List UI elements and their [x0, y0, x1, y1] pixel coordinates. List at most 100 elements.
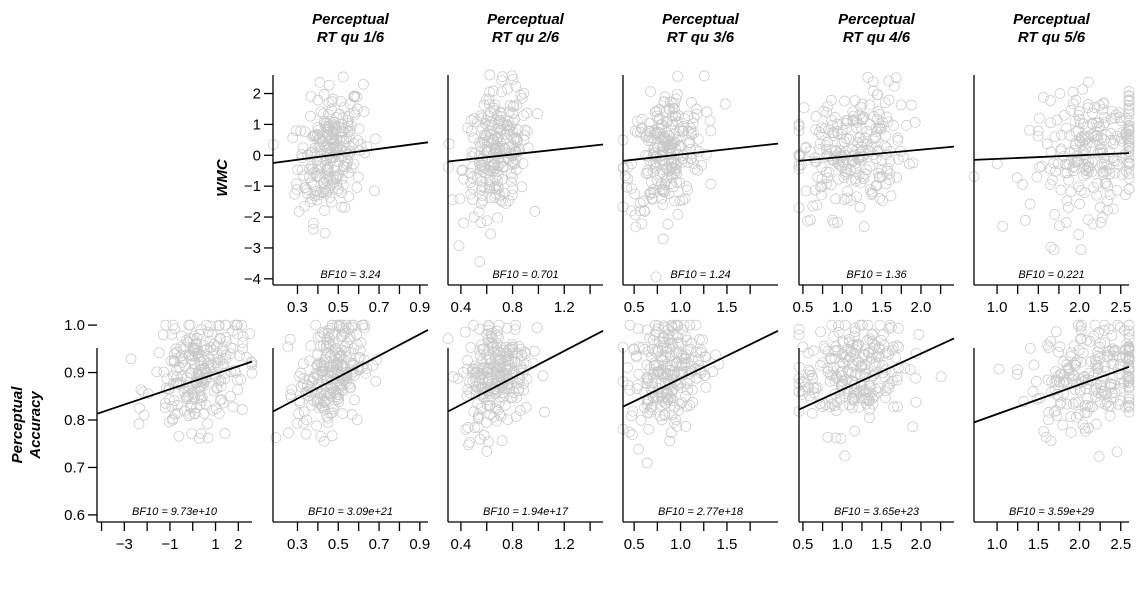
scatter-point — [212, 353, 224, 365]
scatter-point — [636, 113, 648, 125]
scatter-point — [306, 399, 317, 411]
scatter-point — [506, 131, 517, 142]
y-tick-label: 0.6 — [64, 507, 85, 524]
scatter-point — [827, 119, 838, 131]
scatter-point — [465, 177, 476, 188]
scatter-point — [869, 368, 881, 380]
scatter-point — [1072, 319, 1084, 331]
scatter-point — [859, 132, 871, 144]
scatter-point — [321, 122, 333, 134]
scatter-point — [516, 92, 528, 104]
scatter-point — [225, 342, 237, 354]
scatter-point — [328, 366, 340, 378]
scatter-point — [322, 412, 334, 424]
scatter-point — [516, 181, 528, 193]
scatter-point — [291, 183, 303, 195]
scatter-point — [331, 389, 343, 400]
scatter-point — [864, 119, 876, 130]
y-tick-label: 1.0 — [64, 317, 85, 334]
regression-line — [973, 152, 1130, 161]
x-tick-label: −1 — [161, 536, 178, 553]
scatter-point — [872, 89, 884, 100]
scatter-point — [809, 155, 821, 167]
scatter-point — [668, 369, 680, 380]
scatter-point — [344, 331, 356, 343]
scatter-point — [1084, 336, 1096, 347]
scatter-point — [345, 162, 357, 174]
scatter-point — [892, 153, 904, 165]
scatter-point — [1123, 402, 1135, 413]
scatter-point — [1071, 412, 1082, 423]
scatter-point — [321, 142, 333, 153]
scatter-point — [832, 128, 844, 140]
scatter-point — [843, 367, 854, 378]
scatter-point — [1092, 177, 1103, 189]
point-cloud — [617, 319, 725, 469]
scatter-point — [639, 206, 651, 217]
scatter-point — [656, 395, 668, 407]
scatter-point — [680, 421, 692, 432]
scatter-panel: 0.5 1.0 1.5 BF10 = 1.24 — [617, 70, 779, 316]
scatter-point — [1102, 180, 1114, 192]
scatter-point — [1069, 115, 1081, 127]
scatter-point — [825, 369, 836, 381]
scatter-point — [319, 396, 331, 408]
regression-line — [447, 330, 604, 413]
row-label-text: PerceptualAccuracy — [9, 386, 44, 464]
scatter-point — [839, 319, 851, 331]
scatter-point — [1096, 371, 1108, 383]
scatter-point — [331, 319, 343, 331]
scatter-point — [1082, 76, 1094, 88]
scatter-point — [215, 333, 226, 345]
scatter-point — [539, 406, 550, 418]
scatter-point — [662, 135, 673, 147]
scatter-point — [337, 71, 349, 83]
scatter-point — [1097, 103, 1109, 115]
scatter-point — [159, 397, 171, 409]
scatter-point — [180, 342, 192, 353]
scatter-point — [619, 170, 631, 182]
scatter-point — [1117, 169, 1128, 181]
scatter-point — [839, 165, 851, 177]
scatter-point — [315, 340, 326, 352]
scatter-point — [1109, 167, 1121, 179]
scatter-point — [883, 348, 895, 360]
scatter-point — [1105, 128, 1117, 139]
scatter-point — [858, 221, 870, 232]
scatter-point — [705, 178, 717, 190]
scatter-point — [1120, 189, 1131, 201]
bf10-label: BF10 = 1.36 — [846, 269, 907, 281]
scatter-point — [236, 404, 248, 415]
scatter-point — [809, 184, 821, 196]
scatter-point — [330, 387, 342, 398]
scatter-point — [870, 131, 881, 142]
scatter-point — [642, 165, 653, 176]
scatter-point — [646, 192, 658, 204]
scatter-point — [1080, 133, 1092, 144]
scatter-point — [1073, 372, 1085, 384]
scatter-point — [1074, 198, 1086, 210]
scatter-point — [670, 93, 682, 105]
scatter-point — [326, 104, 337, 116]
scatter-point — [1075, 185, 1087, 196]
scatter-panel: 0.5 1.0 1.5 BF10 = 2.77e+18 — [617, 319, 779, 553]
regression-line — [622, 329, 779, 408]
scatter-point — [1046, 376, 1057, 387]
scatter-point — [220, 319, 231, 331]
scatter-point — [633, 443, 644, 455]
scatter-point — [1082, 393, 1093, 404]
scatter-point — [1070, 126, 1082, 138]
scatter-point — [321, 410, 333, 422]
scatter-point — [198, 339, 210, 351]
scatter-point — [867, 188, 879, 199]
x-tick-label: 1 — [211, 536, 219, 553]
scatter-point — [867, 85, 879, 97]
scatter-point — [531, 322, 543, 334]
scatter-point — [639, 343, 650, 355]
scatter-point — [887, 375, 898, 387]
scatter-point — [246, 367, 258, 379]
scatter-point — [181, 393, 193, 405]
scatter-point — [666, 116, 678, 127]
scatter-point — [515, 361, 527, 373]
scatter-point — [492, 132, 504, 143]
